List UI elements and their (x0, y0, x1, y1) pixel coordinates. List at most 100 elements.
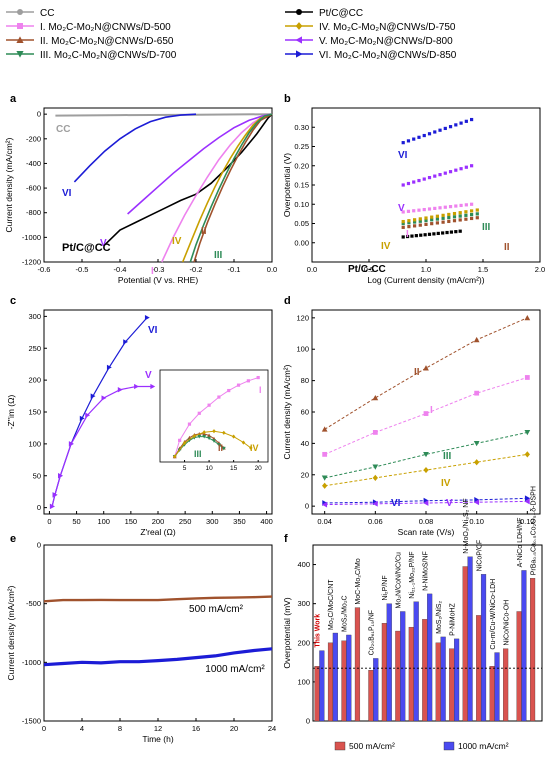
y-tick-label: -1000 (22, 658, 41, 667)
series-label: III (482, 222, 491, 233)
y-tick-label: 0.10 (294, 200, 309, 209)
bar-500 (529, 578, 536, 722)
y-tick-label: -1500 (22, 717, 41, 726)
bar-1000 (467, 556, 473, 722)
series-line-cc (55, 113, 273, 117)
data-point (458, 218, 462, 222)
x-tick-label: 300 (206, 517, 219, 526)
data-point (123, 339, 129, 345)
legend-marker (295, 36, 302, 44)
y-tick-label: -800 (26, 208, 41, 217)
data-point (430, 218, 434, 222)
x-axis-label: Log (Current density (mA/cm²)) (367, 275, 484, 285)
inset-data-point (212, 429, 216, 434)
data-point (524, 451, 530, 458)
data-point (475, 212, 479, 216)
bar-500 (408, 626, 414, 722)
data-point (441, 213, 445, 217)
series-line-v (127, 113, 273, 215)
y-tick-label: 100 (28, 439, 41, 448)
inset-x-tick-label: 15 (230, 465, 238, 472)
inset-x-tick-label: 10 (205, 465, 213, 472)
series-label: II (201, 226, 207, 237)
x-tick-label: 16 (192, 724, 200, 733)
data-point (401, 141, 405, 145)
data-point (436, 231, 440, 236)
category-label: NiCoP/CF (476, 540, 483, 572)
inset-data-point (178, 438, 182, 442)
bar-500 (449, 648, 455, 722)
data-point (423, 466, 429, 474)
plot-frame (43, 544, 273, 722)
bar-1000 (319, 650, 325, 722)
y-tick-label: 50 (33, 471, 41, 480)
legend: CC Pt/C@CC I. Mo₂C-Mo₂N@CNWs/D-500 IV. Mo₂C… (6, 8, 457, 61)
series-label: IV (172, 236, 182, 247)
x-tick-label: 0.10 (469, 517, 484, 526)
legend-label: 1000 mA/cm² (458, 741, 509, 751)
x-tick-label: 1.5 (478, 265, 488, 274)
y-tick-label: 80 (301, 376, 309, 385)
data-point (407, 225, 411, 229)
series-label: VI (398, 150, 408, 161)
data-point (418, 217, 422, 221)
series-line-vi (51, 317, 148, 507)
data-point (452, 219, 457, 223)
category-label: Cu-m/Cu-W/NiCo-LDH (490, 579, 497, 650)
panel-f: f 0 100 200 300 400 Overpotential (mV) This Wor… (282, 486, 543, 751)
data-point (423, 451, 429, 458)
data-point (441, 220, 445, 224)
bar-500 (422, 619, 428, 722)
y-axis-label: Overpotential (mV) (282, 597, 292, 668)
series-label: IV (250, 443, 259, 453)
data-point (464, 213, 468, 217)
data-point (412, 209, 416, 213)
x-tick-label: 0.12 (520, 517, 535, 526)
y-tick-label: 300 (28, 312, 41, 321)
data-point (424, 218, 428, 223)
inset-data-point (172, 454, 177, 459)
bar-500 (516, 611, 522, 722)
data-point (58, 473, 63, 479)
data-point (422, 177, 426, 181)
y-tick-label: 20 (301, 470, 309, 479)
x-tick-label: 0.08 (419, 517, 434, 526)
data-point (106, 364, 112, 371)
category-label: N-NiMoS/NF (423, 551, 430, 591)
category-label: MoS₂/Mo₂C (342, 595, 349, 632)
data-point (524, 314, 531, 321)
y-tick-label: 0.30 (294, 123, 309, 132)
legend-label: I. Mo₂C-Mo₂N@CNWs/D-500 (40, 22, 171, 33)
x-tick-label: 350 (233, 517, 246, 526)
data-point (470, 216, 474, 221)
category-label: Mo₂N/CoN/NC/Cu (396, 552, 403, 609)
x-tick-label: 0 (42, 724, 46, 733)
panel-c: c 0 50 100 150 200 250 300 350 400 0 50 100 150 200 250… (6, 295, 273, 537)
data-point (417, 178, 421, 183)
inset-data-point (197, 411, 201, 415)
data-point (475, 208, 479, 212)
y-tick-label: 200 (28, 376, 41, 385)
data-point (372, 430, 378, 435)
data-point (524, 495, 531, 502)
inset-data-point (221, 446, 226, 451)
data-point (452, 211, 457, 216)
legend-label: CC (40, 8, 54, 19)
y-tick-label: -200 (26, 134, 41, 143)
y-tick-label: 0.00 (294, 238, 309, 247)
series-label: IV (441, 478, 451, 489)
data-point (419, 233, 423, 237)
data-point (423, 411, 429, 416)
data-point (401, 219, 405, 224)
category-label: Mo₂C/MoC/CNT (328, 579, 335, 630)
series-line (43, 595, 273, 603)
y-tick-label: 0 (37, 541, 41, 550)
bar-500 (314, 666, 320, 722)
y-tick-label: 0.15 (294, 181, 309, 190)
data-point (474, 390, 480, 396)
data-point (413, 220, 417, 224)
data-point (464, 165, 468, 169)
data-point (422, 133, 426, 138)
x-tick-label: -0.4 (114, 265, 127, 274)
data-point (441, 231, 445, 235)
